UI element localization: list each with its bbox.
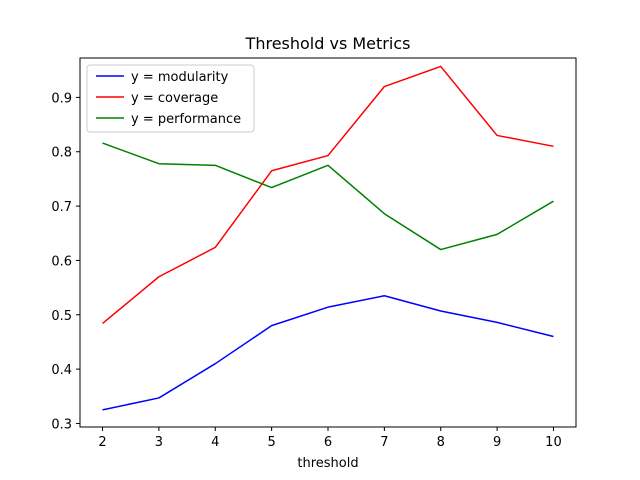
- series-line-2: [102, 65, 554, 325]
- chart-title: Threshold vs Metrics: [245, 34, 411, 53]
- x-tick-label: 5: [267, 435, 275, 450]
- x-tick-label: 10: [545, 435, 562, 450]
- x-tick-label: 8: [437, 435, 445, 450]
- y-tick-label: 0.3: [51, 417, 72, 432]
- y-tick-label: 0.7: [51, 200, 72, 215]
- x-tick-label: 9: [493, 435, 501, 450]
- legend-box: [86, 64, 255, 133]
- x-axis-label: threshold: [297, 456, 358, 471]
- y-tick-label: 0.8: [51, 146, 72, 161]
- legend-label: y = performance: [131, 112, 241, 127]
- legend-label: y = modularity: [131, 70, 229, 85]
- y-tick-label: 0.4: [51, 363, 72, 378]
- x-tick-label: 4: [211, 435, 219, 450]
- x-tick-label: 7: [380, 435, 388, 450]
- x-tick-label: 3: [155, 435, 163, 450]
- x-tick-label: 6: [324, 435, 332, 450]
- legend: y = modularity y = coverage y = performanc…: [86, 64, 255, 133]
- y-tick-label: 0.9: [51, 91, 72, 106]
- x-tick-label: 2: [98, 435, 106, 450]
- y-tick-label: 0.6: [51, 254, 72, 269]
- series-line-1: [102, 295, 554, 411]
- y-axis-ticks: 0.3 0.4 0.5 0.6 0.7 0.8 0.9: [51, 91, 80, 432]
- series-line-3: [102, 142, 554, 251]
- series-layer: [102, 65, 554, 411]
- x-axis-ticks: 2 3 4 5 6 7 8 9 10: [98, 427, 562, 450]
- y-tick-label: 0.5: [51, 309, 72, 324]
- legend-label: y = coverage: [131, 91, 218, 106]
